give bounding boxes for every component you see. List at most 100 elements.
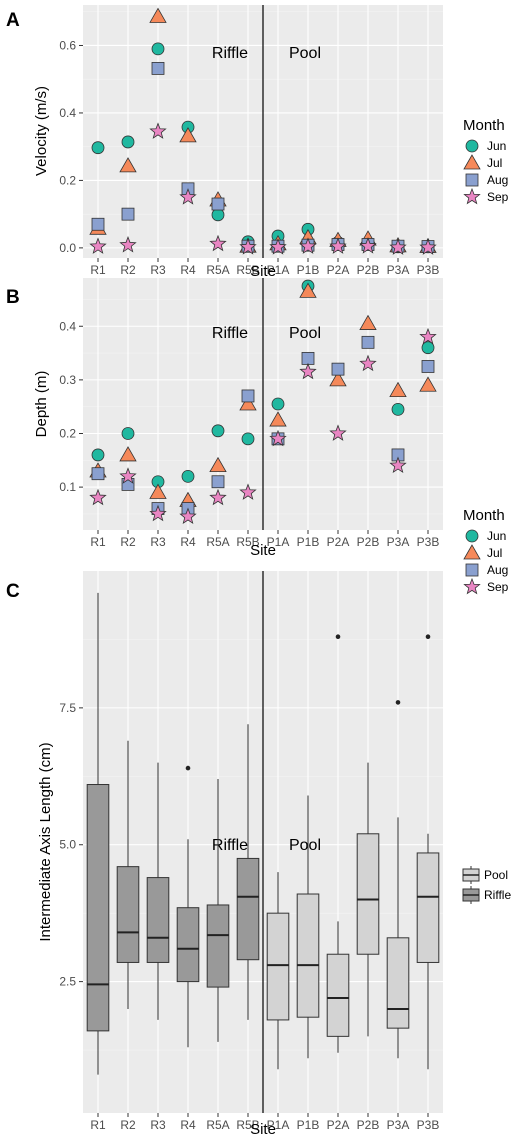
x-axis-title: Site: [250, 263, 276, 280]
x-tick-label: P2B: [357, 263, 380, 277]
y-tick-label: 0.1: [59, 480, 76, 494]
point-sep-p3b: [419, 238, 437, 255]
x-tick-label: P3A: [387, 1118, 410, 1132]
x-tick-label: P2A: [327, 263, 350, 277]
box-p2a: [326, 634, 350, 1053]
legend-key-jun: [465, 139, 479, 153]
x-tick-label: P2B: [357, 1118, 380, 1132]
box-r3: [146, 762, 170, 1020]
point-aug-p2b: [361, 335, 375, 349]
legend-key-sep: [463, 577, 481, 595]
x-tick-label: P1B: [297, 1118, 320, 1132]
point-sep-r5a: [209, 488, 227, 506]
point-aug-r5b: [241, 389, 255, 403]
legend-label-sep: Sep: [487, 580, 509, 594]
box-iqr: [146, 877, 170, 963]
legend-key-aug: [465, 563, 479, 577]
y-tick-label: 0.6: [59, 38, 76, 52]
legend-label-jul: Jul: [487, 156, 502, 170]
point-jun-r2: [121, 135, 135, 149]
point-sep-r1: [89, 488, 107, 506]
y-tick-label: 0.4: [59, 319, 76, 333]
point-sep-p3a: [389, 456, 407, 474]
y-tick-label: 0.0: [59, 241, 76, 255]
point-jun-r5b: [241, 432, 255, 446]
box-iqr: [326, 953, 350, 1037]
legend-label-jun: Jun: [487, 139, 506, 153]
legend-key-sep: [463, 187, 481, 205]
point-jul-p3a: [389, 381, 407, 397]
point-jun-r4: [181, 469, 195, 483]
point-jun-r2: [121, 427, 135, 440]
box-p3b: [416, 634, 440, 1070]
x-tick-label: R5B: [236, 263, 259, 277]
point-jun-r1: [91, 448, 105, 462]
point-jun-r5a: [211, 208, 225, 222]
box-iqr: [206, 904, 230, 988]
y-axis-title: Depth (m): [33, 371, 50, 438]
y-tick-label: 2.5: [59, 975, 76, 989]
legend-key-jul: [463, 544, 481, 560]
outlier-point: [185, 765, 191, 771]
region-label-pool: Pool: [289, 325, 321, 342]
point-sep-p3a: [389, 238, 407, 255]
velocity-panel: A Riffle Pool R1 R2 R3 R4 R5A R5B P1A P1B P2A P2B…: [6, 5, 509, 280]
box-r5a: [206, 779, 230, 1042]
y-axis-title: Velocity (m/s): [33, 86, 50, 176]
point-sep-p2a: [329, 424, 347, 441]
y-tick-label: 5.0: [59, 838, 76, 852]
box-r1: [86, 592, 110, 1075]
x-axis-title: Site: [250, 1121, 276, 1138]
legend: Month Jun Jul Aug Sep: [463, 117, 509, 205]
y-tick-label: 0.4: [59, 106, 76, 120]
x-tick-label: R4: [180, 1118, 196, 1132]
x-tick-label: R3: [150, 535, 166, 549]
point-jun-r5a: [211, 424, 225, 438]
point-sep-r5b: [239, 238, 257, 255]
y-tick-label: 0.2: [59, 173, 76, 187]
point-sep-r1: [89, 237, 107, 254]
axis-ticks: R1 R2 R3 R4 R5A R5B P1A P1B P2A P2B P3A P3B 0.0 0.2 0.…: [59, 38, 439, 277]
x-tick-label: R3: [150, 1118, 166, 1132]
point-jun-p3a: [391, 402, 405, 416]
outlier-point: [335, 634, 341, 639]
point-jul-r2: [119, 157, 137, 173]
axis-ticks: R1 R2 R3 R4 R5A R5B P1A P1B P2A P2B P3A P3B 2.5 5.0 7.…: [59, 701, 439, 1132]
x-tick-label: P2A: [327, 535, 350, 549]
point-jul-r5a: [209, 456, 227, 473]
point-sep-r3: [149, 122, 167, 139]
x-tick-label: P1B: [297, 263, 320, 277]
region-label-riffle: Riffle: [212, 325, 248, 342]
point-sep-r5a: [209, 234, 227, 252]
legend-label-aug: Aug: [487, 173, 508, 187]
data-points: [89, 7, 437, 255]
x-tick-label: R4: [180, 535, 196, 549]
point-aug-p3b: [421, 360, 435, 373]
point-sep-p1b: [299, 237, 317, 254]
point-jul-r5b: [239, 395, 257, 411]
x-tick-label: P2A: [327, 1118, 350, 1132]
point-sep-p2a: [329, 237, 347, 254]
point-jul-r3: [149, 483, 167, 499]
point-jul-p1a: [269, 411, 287, 427]
box-iqr: [266, 912, 290, 1021]
x-tick-label: P3B: [417, 263, 440, 277]
x-tick-label: R1: [90, 535, 106, 549]
point-sep-r2: [119, 236, 137, 253]
point-aug-r1: [91, 467, 105, 481]
point-jul-p2b: [359, 314, 377, 330]
box-iqr: [416, 852, 440, 963]
box-p1a: [266, 872, 290, 1070]
point-jul-r3: [149, 7, 167, 23]
box-iqr: [176, 907, 200, 983]
x-tick-label: P3B: [417, 1118, 440, 1132]
x-tick-label: R4: [180, 263, 196, 277]
box-iqr: [86, 784, 110, 1032]
box-p2b: [356, 762, 380, 1037]
x-tick-label: R5A: [206, 263, 229, 277]
region-label-riffle: Riffle: [212, 45, 248, 62]
point-sep-p2b: [359, 237, 377, 254]
x-axis-title: Site: [250, 542, 276, 559]
point-jul-r4: [179, 127, 197, 143]
